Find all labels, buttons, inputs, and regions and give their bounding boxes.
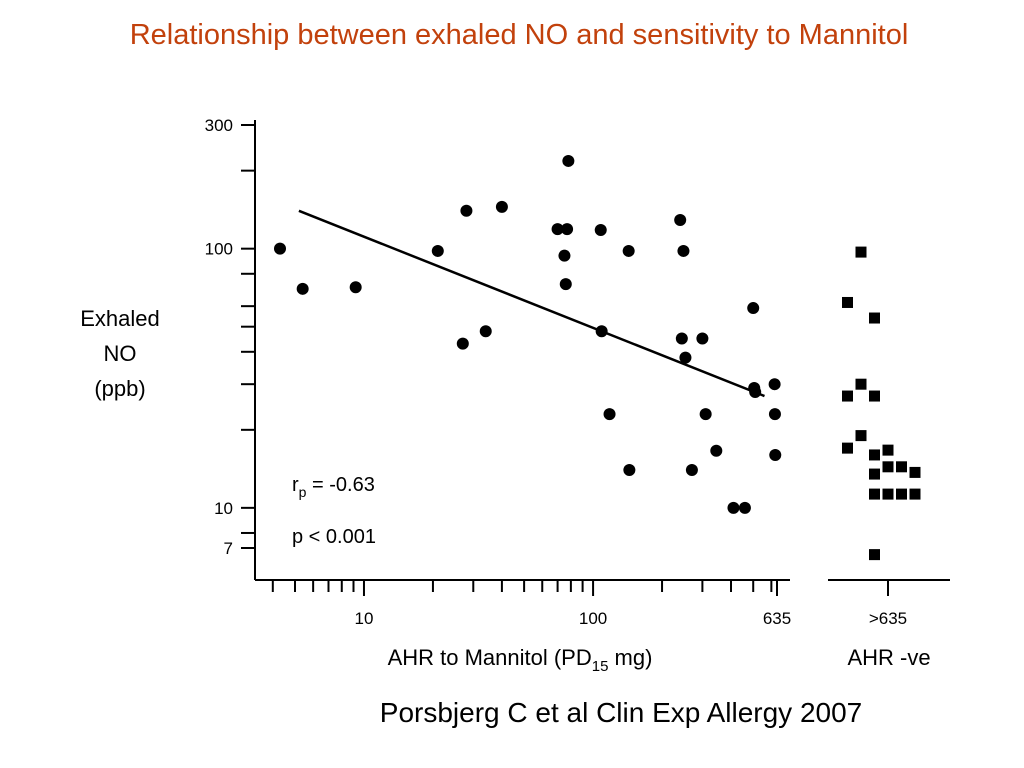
data-point-circle [623, 463, 636, 476]
annotation-p-value: p < 0.001 [292, 526, 376, 548]
data-point-circle [296, 282, 309, 295]
data-point-circle [679, 351, 692, 364]
y-axis-label-line: Exhaled [80, 306, 160, 331]
citation: Porsbjerg C et al Clin Exp Allergy 2007 [380, 697, 862, 728]
data-point-circle [675, 332, 688, 345]
axes: 300 100 10 7 10 100 635 >635 [205, 116, 950, 628]
annotation-correlation: rp = -0.63 [292, 474, 375, 500]
x-axis-label: AHR to Mannitol (PD15 mg) [388, 645, 653, 675]
chart-title: Relationship between exhaled NO and sens… [130, 19, 909, 51]
data-point-square [869, 488, 880, 500]
y-axis-label-line: (ppb) [94, 376, 145, 401]
data-point-circle [349, 281, 362, 294]
data-point-circle [561, 223, 574, 236]
data-point-circle [456, 337, 469, 350]
data-point-circle [558, 249, 571, 262]
data-point-circle [495, 200, 508, 213]
data-point-circle [274, 242, 286, 255]
data-point-square [909, 466, 921, 478]
x-ticks: 10 100 635 >635 [271, 580, 907, 628]
data-point-square [896, 461, 907, 473]
x-tick-label: 635 [763, 609, 791, 628]
data-point-square [842, 296, 853, 308]
data-point-square [869, 390, 880, 402]
x-tick-label: 100 [579, 609, 607, 628]
data-point-circle [727, 501, 740, 514]
data-point-square [869, 449, 880, 461]
data-point-square [855, 246, 867, 258]
data-point-circle [699, 408, 712, 421]
data-point-square [869, 549, 880, 561]
data-point-circle [595, 325, 608, 338]
data-point-circle [747, 302, 760, 315]
data-point-square [882, 444, 894, 456]
data-point-circle [551, 223, 564, 236]
data-point-square [882, 461, 894, 473]
data-point-circle [768, 408, 781, 421]
y-tick-label: 100 [205, 240, 233, 259]
data-point-circle [710, 444, 723, 457]
x-tick-label: 10 [355, 609, 374, 628]
data-point-circle [677, 244, 690, 257]
data-point-circle [696, 332, 709, 345]
data-point-square [882, 488, 894, 500]
y-tick-label: 10 [214, 499, 233, 518]
data-point-square [855, 378, 867, 390]
data-point-square [909, 488, 921, 500]
y-axis-label: Exhaled NO (ppb) [80, 306, 160, 401]
data-point-square [869, 312, 880, 324]
data-point-circle [559, 278, 572, 291]
data-point-circle [749, 385, 762, 398]
data-point-square [842, 442, 853, 454]
data-point-circle [769, 448, 782, 461]
data-point-circle [562, 154, 575, 167]
data-point-circle [460, 204, 473, 217]
data-point-circle [622, 244, 635, 257]
data-point-circle [768, 378, 781, 391]
side-x-tick-label: >635 [869, 609, 907, 628]
data-point-square [842, 390, 853, 402]
data-point-circle [674, 214, 687, 227]
side-axis-label: AHR -ve [847, 645, 930, 670]
data-point-circle [685, 463, 698, 476]
y-tick-label: 7 [224, 539, 233, 558]
data-point-circle [479, 325, 492, 338]
data-point-circle [603, 408, 616, 421]
y-axis-label-line: NO [104, 341, 137, 366]
y-tick-label: 300 [205, 116, 233, 135]
y-ticks: 300 100 10 7 [205, 116, 255, 558]
data-point-square [869, 468, 880, 480]
data-point-square [855, 430, 867, 442]
data-point-circle [594, 224, 607, 237]
data-points [274, 154, 921, 561]
data-point-circle [431, 244, 444, 257]
regression-line [298, 209, 765, 398]
data-point-circle [738, 501, 751, 514]
data-point-square [896, 488, 907, 500]
